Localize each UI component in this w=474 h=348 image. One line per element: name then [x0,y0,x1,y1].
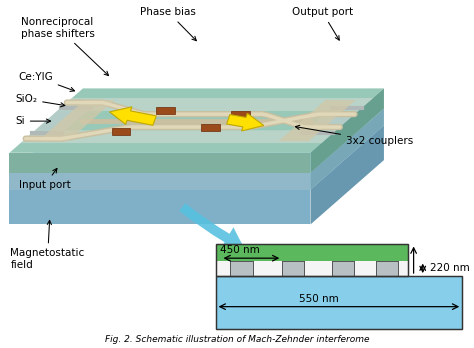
Polygon shape [35,111,87,130]
Polygon shape [310,88,384,173]
Bar [216,244,408,276]
Text: Input port: Input port [19,168,71,190]
Bar [282,261,304,276]
Bar [216,244,408,261]
Text: Ce:YIG: Ce:YIG [18,72,74,92]
Text: Output port: Output port [292,7,353,40]
Bar [216,261,408,276]
Bar [216,276,462,329]
Text: SiO₂: SiO₂ [15,94,65,107]
Bar [282,261,304,276]
Polygon shape [38,100,115,141]
Polygon shape [9,190,310,224]
Text: Fig. 2. Schematic illustration of Mach-Zehnder interferome: Fig. 2. Schematic illustration of Mach-Z… [105,335,369,344]
Bar [331,261,354,276]
Text: Phase bias: Phase bias [140,7,196,41]
Text: 3x2 couplers: 3x2 couplers [295,125,413,146]
Polygon shape [9,125,384,190]
Text: Magnetostatic
field: Magnetostatic field [10,220,85,270]
Bar [216,261,408,276]
Bar [216,244,408,261]
Polygon shape [310,109,384,190]
Bar [376,261,398,276]
Polygon shape [306,111,358,130]
Bar [230,261,253,276]
Polygon shape [9,173,310,190]
FancyArrowPatch shape [179,203,244,249]
Text: Si: Si [15,116,51,126]
Polygon shape [9,153,310,173]
Polygon shape [9,88,384,153]
Text: 450 nm: 450 nm [220,245,260,255]
Bar [230,261,253,276]
Polygon shape [20,130,336,143]
Bar [111,128,130,135]
Bar [282,261,304,276]
Bar [230,261,253,276]
Polygon shape [279,100,356,141]
Bar [331,261,354,276]
Text: 220 nm: 220 nm [430,263,470,273]
Polygon shape [57,98,373,111]
Polygon shape [310,125,384,224]
Polygon shape [9,109,384,173]
Bar [216,276,462,329]
Bar [201,124,220,130]
Bar [156,108,175,114]
Bar [376,261,398,276]
Bar [231,111,250,118]
Bar [376,261,398,276]
Bar [331,261,354,276]
Polygon shape [227,113,264,131]
Bar [216,244,408,276]
Text: 550 nm: 550 nm [299,294,339,304]
Polygon shape [109,107,156,125]
Text: Nonreciprocal
phase shifters: Nonreciprocal phase shifters [21,17,109,76]
